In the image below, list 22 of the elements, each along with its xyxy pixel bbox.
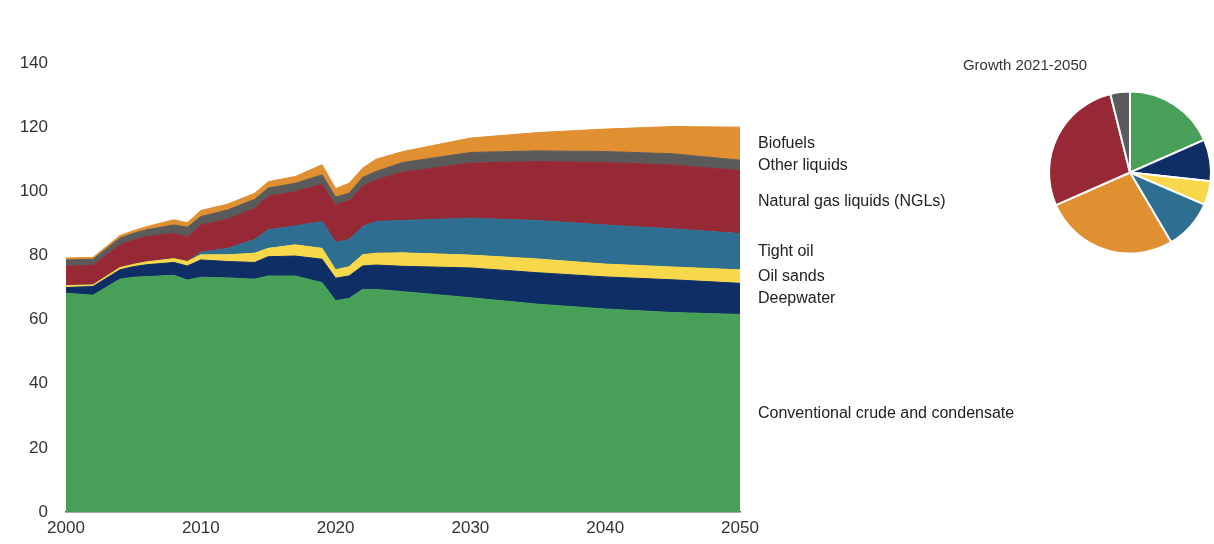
series-label: Deepwater (758, 289, 837, 307)
x-tick-label: 2040 (586, 517, 625, 537)
y-tick-label: 80 (29, 245, 48, 265)
y-tick-label: 140 (19, 52, 48, 72)
series-label: Biofuels (758, 134, 815, 152)
y-tick-label: 40 (29, 373, 48, 393)
series-label: Natural gas liquids (NGLs) (758, 192, 946, 210)
y-tick-label: 120 (19, 116, 48, 136)
series-label: Tight oil (758, 242, 814, 260)
series-label: Other liquids (758, 155, 848, 173)
y-tick-label: 100 (19, 180, 48, 200)
x-tick-label: 2030 (451, 517, 490, 537)
series-label: Conventional crude and condensate (758, 403, 1015, 421)
chart-title: Growth 2021-2050 (962, 56, 1088, 73)
x-tick-label: 2010 (181, 517, 220, 537)
x-tick-label: 2000 (47, 517, 85, 537)
y-tick-label: 60 (29, 309, 48, 329)
y-tick-label: 0 (38, 501, 48, 521)
x-tick-label: 2020 (316, 517, 355, 537)
series-label: Oil sands (758, 267, 825, 284)
y-tick-label: 20 (29, 437, 48, 457)
x-tick-label: 2050 (721, 517, 759, 537)
